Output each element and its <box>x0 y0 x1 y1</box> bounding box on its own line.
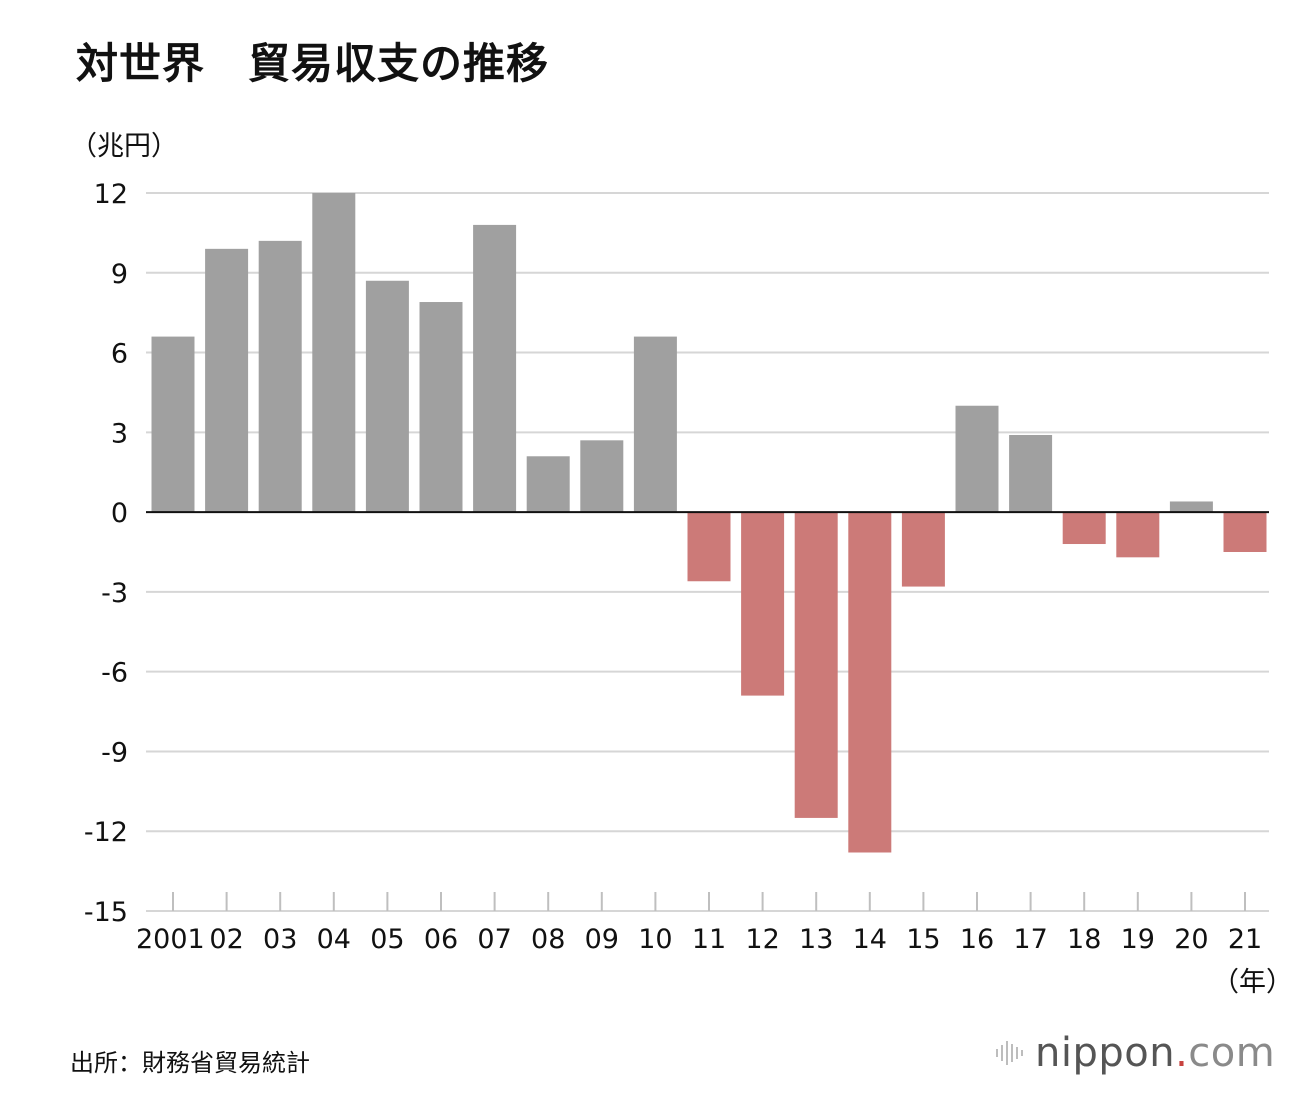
bar-14 <box>848 512 892 853</box>
y-tick-label: 0 <box>111 498 128 529</box>
x-tick-label: 03 <box>263 924 297 955</box>
bar-17 <box>1009 434 1053 513</box>
bar-02 <box>205 248 249 513</box>
bar-15 <box>901 512 945 587</box>
bar-21 <box>1223 512 1267 552</box>
x-tick-label: 17 <box>1013 924 1047 955</box>
x-tick-label: 08 <box>531 924 565 955</box>
bar-03 <box>258 240 302 513</box>
y-tick-labels: 12 9 6 3 0 -3 -6 -9 -12 -15 <box>84 179 128 928</box>
x-tick-label: 12 <box>745 924 779 955</box>
bar-05 <box>365 280 409 513</box>
x-tick-label: 06 <box>424 924 458 955</box>
bar-20 <box>1169 501 1213 513</box>
y-tick-label: -9 <box>101 737 128 768</box>
y-axis-unit: （兆円） <box>70 131 178 162</box>
bar-13 <box>794 512 838 818</box>
y-tick-label: -12 <box>84 817 128 848</box>
bar-11 <box>687 512 731 582</box>
x-tick-label: 15 <box>906 924 940 955</box>
x-tick-label: 04 <box>317 924 351 955</box>
x-tick-label: 18 <box>1067 924 1101 955</box>
x-tick-label: 11 <box>692 924 726 955</box>
x-tick-label: 13 <box>799 924 833 955</box>
bar-10 <box>633 336 677 513</box>
x-axis-unit: （年） <box>1212 967 1293 998</box>
logo-text: nippon.com <box>1035 1030 1276 1076</box>
y-tick-label: -6 <box>101 658 128 689</box>
x-tick-label: 21 <box>1228 924 1262 955</box>
x-tick-label: 16 <box>960 924 994 955</box>
x-tick-label: 07 <box>477 924 511 955</box>
x-tick-label: 20 <box>1174 924 1208 955</box>
source-note: 出所：財務省貿易統計 <box>70 1049 310 1077</box>
x-tick-label: 19 <box>1121 924 1155 955</box>
y-tick-label: -3 <box>101 578 128 609</box>
bar-06 <box>419 302 463 513</box>
y-tick-label: -15 <box>84 897 128 928</box>
bar-19 <box>1116 512 1160 558</box>
x-tick-label: 14 <box>853 924 887 955</box>
y-tick-label: 9 <box>111 259 128 290</box>
x-tick-label: 2001 <box>136 924 205 955</box>
x-tick-label: 02 <box>209 924 243 955</box>
bar-09 <box>580 440 624 513</box>
x-tick-label: 05 <box>370 924 404 955</box>
sound-wave-icon <box>996 1041 1023 1065</box>
bars <box>151 193 1267 853</box>
bar-12 <box>741 512 785 696</box>
bar-chart: 12 9 6 3 0 -3 -6 -9 -12 -15 2001 02 03 04 05 06 07 08 09 1… <box>84 179 1269 955</box>
bar-08 <box>526 456 570 513</box>
x-tick-labels: 2001 02 03 04 05 06 07 08 09 10 11 12 13 14 15 16 17 18 19… <box>136 924 1262 955</box>
x-tick-label: 10 <box>638 924 672 955</box>
bar-2001 <box>151 336 195 513</box>
y-tick-label: 3 <box>111 418 128 449</box>
y-tick-label: 6 <box>111 339 128 370</box>
bar-04 <box>312 193 356 513</box>
x-tick-label: 09 <box>585 924 619 955</box>
axes <box>146 511 1269 912</box>
bar-16 <box>955 405 999 513</box>
bar-18 <box>1062 512 1106 545</box>
y-tick-label: 12 <box>94 179 128 210</box>
chart-title: 対世界 貿易収支の推移 <box>76 39 550 88</box>
bar-07 <box>473 224 517 513</box>
nippon-logo: nippon.com <box>995 1030 1275 1076</box>
